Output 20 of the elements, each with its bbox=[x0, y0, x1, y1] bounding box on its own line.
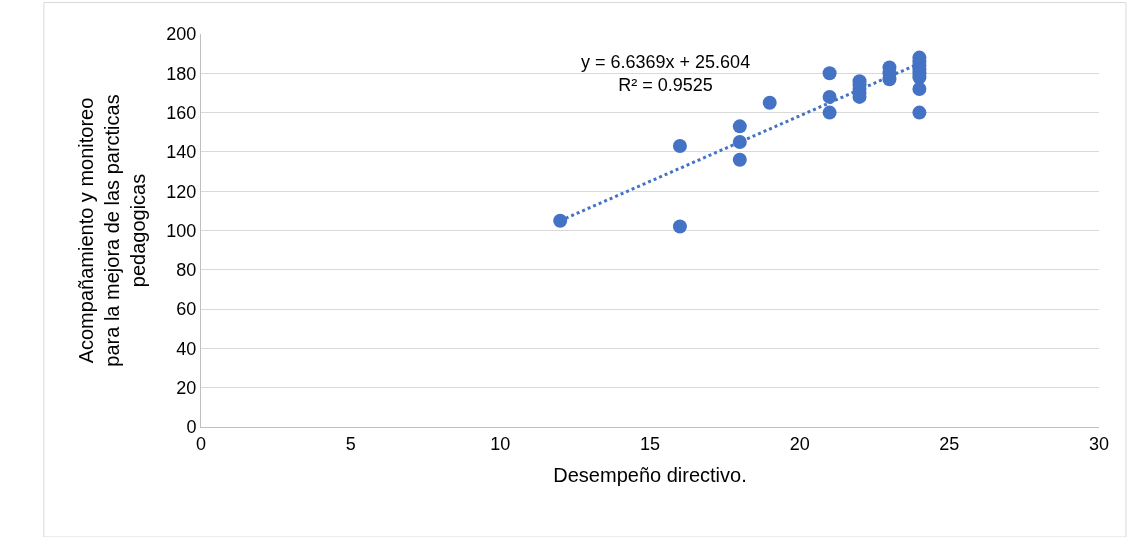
x-tick-label: 30 bbox=[1088, 433, 1110, 454]
y-tick-label: 120 bbox=[166, 181, 197, 202]
x-tick-label: 20 bbox=[789, 433, 810, 454]
x-axis-title: Desempeño directivo. bbox=[553, 464, 747, 487]
y-tick-label: 40 bbox=[176, 338, 197, 359]
x-tick-label: 5 bbox=[345, 433, 356, 454]
y-tick-label: 0 bbox=[186, 417, 197, 438]
x-tick-label: 25 bbox=[939, 433, 960, 454]
y-axis-title: Acompañamiento y monitoreo para la mejora de las parcticas pedagogicas bbox=[74, 94, 149, 367]
y-tick-label: 20 bbox=[176, 378, 197, 398]
y-tick-label: 60 bbox=[176, 299, 197, 320]
x-tick-label: 10 bbox=[490, 433, 511, 454]
y-tick-label: 200 bbox=[166, 24, 197, 45]
y-tick-label: 160 bbox=[166, 102, 197, 123]
y-tick-label: 180 bbox=[166, 63, 197, 84]
y-tick-label: 80 bbox=[176, 260, 197, 281]
y-tick-label: 100 bbox=[166, 220, 197, 241]
annotation: y = 6.6369x + 25.604 R² = 0.9525 bbox=[581, 52, 751, 96]
x-tick-label: 15 bbox=[639, 433, 661, 454]
y-tick-label: 140 bbox=[166, 142, 197, 163]
